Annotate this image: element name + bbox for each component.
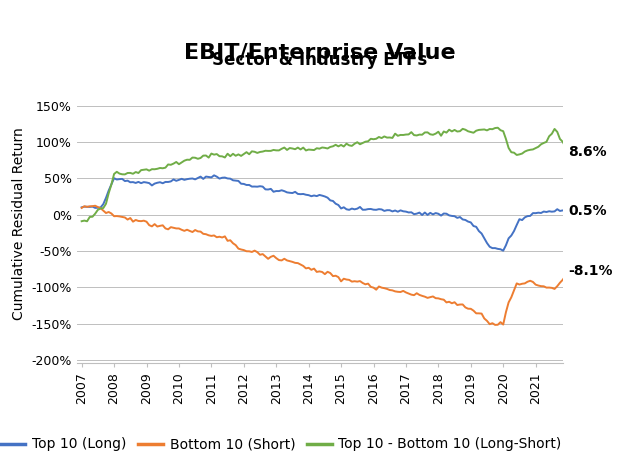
Text: -8.1%: -8.1% xyxy=(568,264,612,278)
Y-axis label: Cumulative Residual Return: Cumulative Residual Return xyxy=(12,127,26,320)
Text: Sector & Industry ETFs: Sector & Industry ETFs xyxy=(212,50,428,69)
Text: 0.5%: 0.5% xyxy=(568,205,607,219)
Title: EBIT/Enterprise Value: EBIT/Enterprise Value xyxy=(184,43,456,63)
Text: 8.6%: 8.6% xyxy=(568,145,607,159)
Legend: Top 10 (Long), Bottom 10 (Short), Top 10 - Bottom 10 (Long-Short): Top 10 (Long), Bottom 10 (Short), Top 10… xyxy=(0,432,567,457)
